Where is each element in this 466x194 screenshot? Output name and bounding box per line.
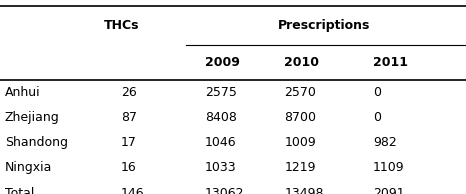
Text: 1109: 1109	[373, 161, 404, 174]
Text: 13498: 13498	[284, 186, 324, 194]
Text: 2010: 2010	[284, 55, 319, 69]
Text: 0: 0	[373, 111, 381, 124]
Text: 1219: 1219	[284, 161, 316, 174]
Text: 2575: 2575	[205, 86, 237, 99]
Text: 13062: 13062	[205, 186, 245, 194]
Text: 2570: 2570	[284, 86, 316, 99]
Text: 17: 17	[121, 136, 137, 149]
Text: Shandong: Shandong	[5, 136, 68, 149]
Text: 87: 87	[121, 111, 137, 124]
Text: 1033: 1033	[205, 161, 237, 174]
Text: 8408: 8408	[205, 111, 237, 124]
Text: 16: 16	[121, 161, 137, 174]
Text: 146: 146	[121, 186, 145, 194]
Text: 8700: 8700	[284, 111, 316, 124]
Text: 0: 0	[373, 86, 381, 99]
Text: Total: Total	[5, 186, 34, 194]
Text: Prescriptions: Prescriptions	[278, 19, 370, 32]
Text: 982: 982	[373, 136, 397, 149]
Text: 1009: 1009	[284, 136, 316, 149]
Text: Ningxia: Ningxia	[5, 161, 52, 174]
Text: Anhui: Anhui	[5, 86, 40, 99]
Text: 26: 26	[121, 86, 137, 99]
Text: 2091: 2091	[373, 186, 404, 194]
Text: Zhejiang: Zhejiang	[5, 111, 59, 124]
Text: 1046: 1046	[205, 136, 237, 149]
Text: THCs: THCs	[103, 19, 139, 32]
Text: 2011: 2011	[373, 55, 408, 69]
Text: 2009: 2009	[205, 55, 240, 69]
